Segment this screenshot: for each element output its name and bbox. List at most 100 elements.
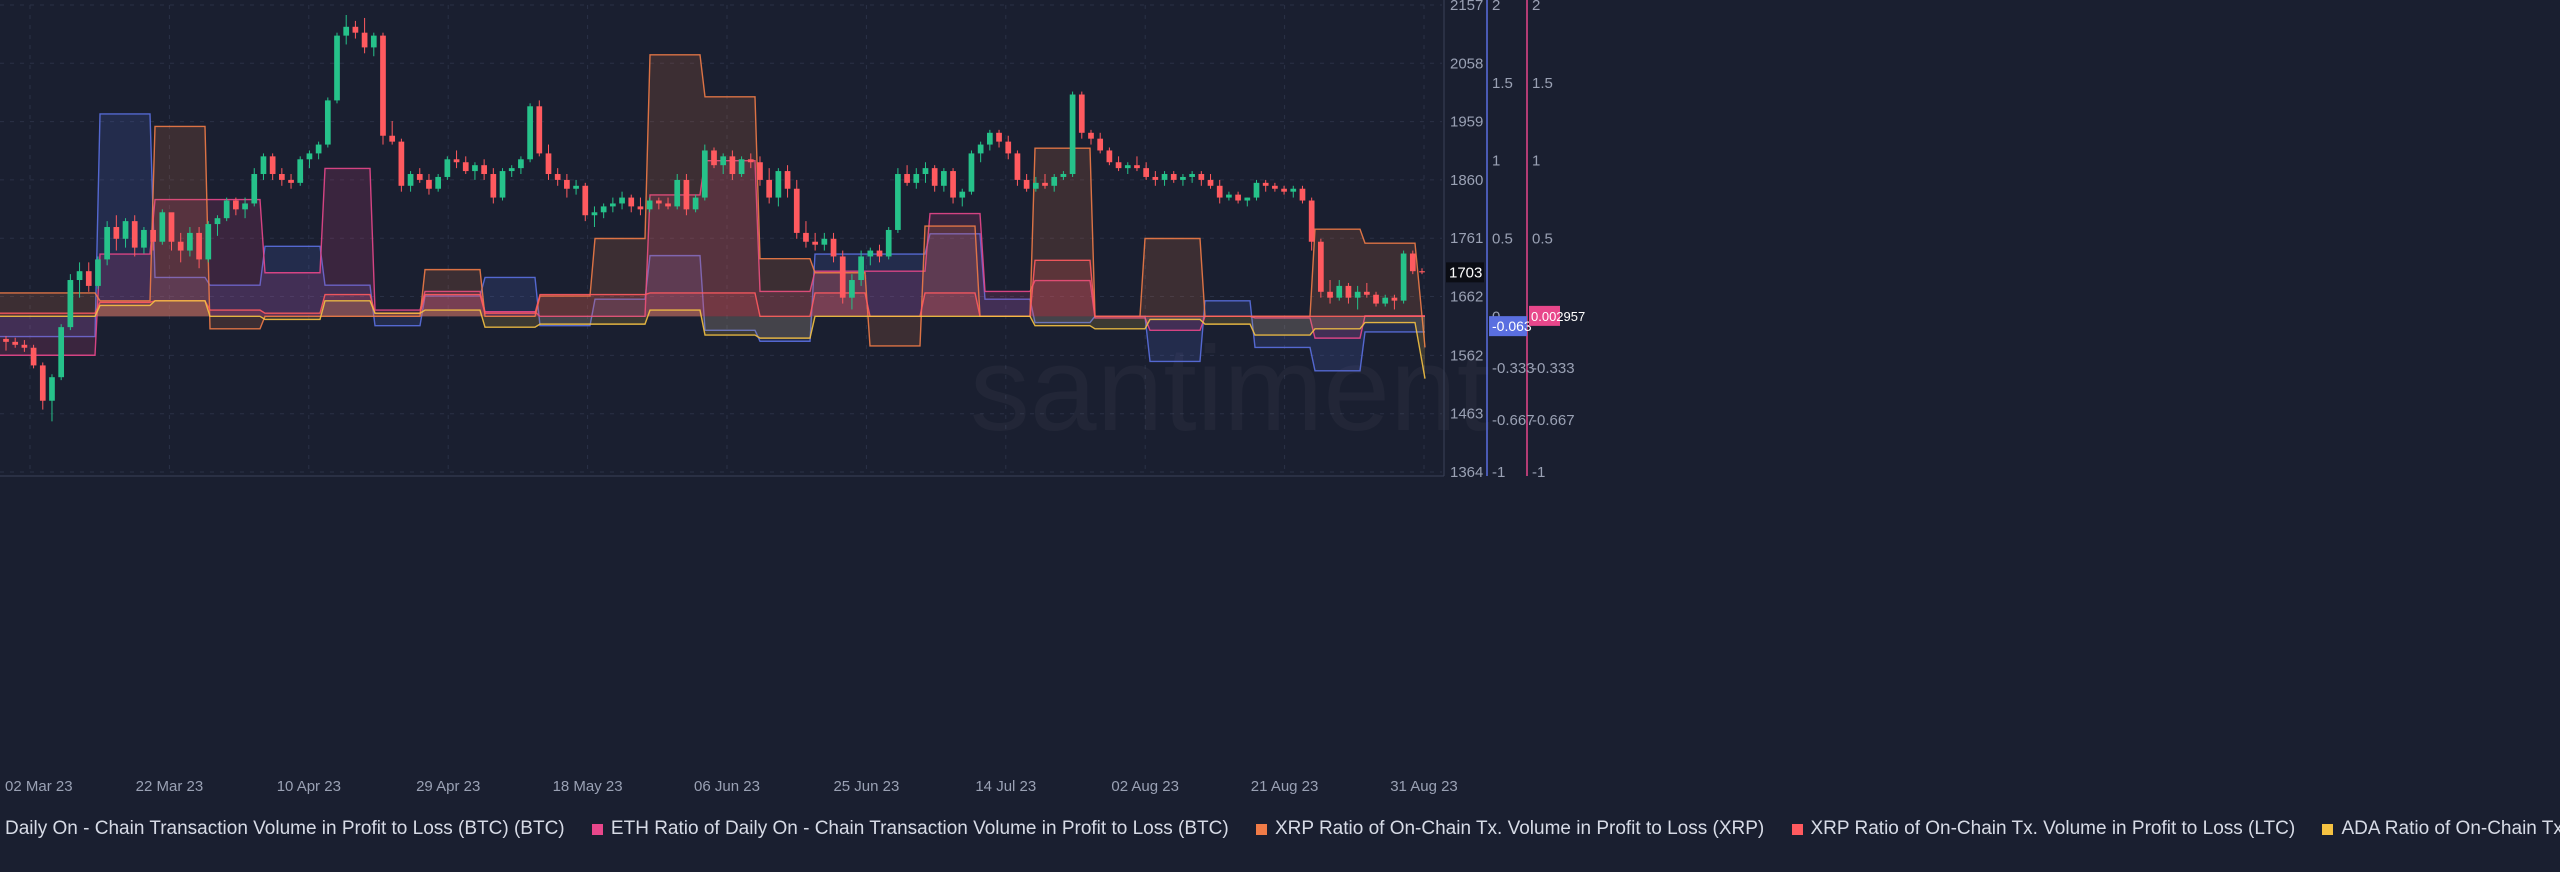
candle-body	[1078, 94, 1085, 133]
candle-body	[812, 241, 818, 245]
candle-body	[278, 174, 285, 180]
candle-body	[747, 159, 754, 163]
x-tick-label: 10 Apr 23	[277, 778, 341, 795]
series-area-0	[0, 113, 1425, 371]
legend-item-xrp[interactable]: XRP Ratio of On-Chain Tx. Volume in Prof…	[1255, 818, 1765, 840]
candle-body	[784, 171, 791, 189]
series-line-3	[0, 259, 1425, 318]
candle-body	[389, 135, 396, 142]
candle-body	[619, 197, 625, 204]
price-candles	[3, 15, 1425, 422]
gridlines	[0, 4, 1442, 473]
ratio-axis-1-current-badge	[1489, 316, 1527, 337]
candle-body	[85, 271, 92, 286]
candle-body	[858, 256, 864, 281]
candle-body	[343, 26, 350, 36]
price-tick-label: 1364	[1450, 464, 1483, 481]
candle-body	[3, 338, 9, 342]
candle-body	[600, 206, 607, 213]
x-tick-label: 22 Mar 23	[136, 778, 204, 795]
candle-body	[1032, 182, 1039, 189]
candle-body	[573, 185, 579, 189]
candle-body	[591, 212, 598, 216]
candle-body	[683, 179, 690, 210]
ratio-axis-2-current-label: 0.002957	[1531, 309, 1585, 324]
candle-body	[674, 179, 681, 207]
ratio-axis-2-tick-label: 1.5	[1532, 75, 1553, 92]
candle-body	[701, 150, 708, 198]
legend-swatch	[1255, 823, 1267, 835]
ratio-axis-2-tick-label: -1	[1532, 464, 1545, 481]
x-tick-label: 14 Jul 23	[975, 778, 1036, 795]
candle-body	[839, 256, 846, 298]
candle-body	[1262, 182, 1269, 186]
candle-body	[564, 179, 570, 189]
candle-body	[380, 35, 386, 136]
price-tick-label: 1562	[1450, 347, 1483, 364]
candle-body	[1318, 241, 1324, 292]
legend-item-ada[interactable]: ADA Ratio of On-Chain Tx. Volume in Prof…	[2322, 818, 2560, 840]
candle-body	[1134, 165, 1140, 169]
candle-body	[481, 165, 487, 175]
x-tick-label: 06 Jun 23	[694, 778, 760, 795]
candle-body	[1327, 291, 1333, 298]
candle-body	[793, 188, 800, 233]
candle-body	[21, 344, 28, 348]
candle-body	[1106, 150, 1113, 163]
series-line-2	[0, 54, 1426, 348]
candle-body	[637, 206, 644, 210]
candle-body	[1189, 174, 1195, 177]
candle-body	[150, 229, 156, 242]
candle-body	[720, 156, 727, 166]
candle-body	[1382, 297, 1389, 304]
candle-body	[242, 203, 248, 210]
legend-item-ltc[interactable]: XRP Ratio of On-Chain Tx. Volume in Prof…	[1791, 818, 2296, 840]
x-tick-label: 02 Aug 23	[1111, 778, 1179, 795]
candle-body	[1014, 153, 1021, 180]
candle-body	[1088, 132, 1094, 139]
legend-item-btc[interactable]: Daily On - Chain Transaction Volume in P…	[0, 818, 565, 840]
legend-label: XRP Ratio of On-Chain Tx. Volume in Prof…	[1274, 818, 1765, 839]
candle-body	[95, 259, 101, 286]
candle-body	[1069, 94, 1076, 175]
legend-item-eth[interactable]: ETH Ratio of Daily On - Chain Transactio…	[591, 818, 1229, 840]
ratio-axis-1-tick-label: 1	[1492, 153, 1500, 170]
candle-body	[518, 159, 524, 169]
candle-body	[122, 221, 129, 239]
candle-body	[306, 153, 313, 160]
candle-body	[821, 238, 828, 245]
candle-body	[508, 168, 515, 172]
candle-body	[950, 171, 956, 198]
x-tick-label: 21 Aug 23	[1251, 778, 1319, 795]
candle-body	[545, 153, 552, 175]
candle-body	[251, 174, 258, 204]
candle-body	[1354, 291, 1361, 298]
legend-label: XRP Ratio of On-Chain Tx. Volume in Prof…	[1810, 818, 2296, 839]
series-area-1	[0, 160, 1425, 356]
candle-body	[1345, 285, 1352, 298]
candle-body	[39, 365, 46, 401]
candle-body	[1170, 174, 1177, 180]
candle-body	[444, 159, 451, 177]
candle-body	[1373, 294, 1379, 304]
candle-body	[1226, 194, 1232, 198]
candle-body	[895, 174, 901, 230]
x-tick-label: 25 Jun 23	[833, 778, 899, 795]
candle-body	[1180, 176, 1186, 180]
candle-body	[113, 227, 120, 239]
candle-body	[30, 347, 37, 366]
series-area-2	[0, 54, 1425, 348]
candle-body	[398, 141, 405, 186]
candle-body	[223, 200, 230, 219]
candle-body	[67, 280, 74, 328]
legend: Daily On - Chain Transaction Volume in P…	[0, 818, 2560, 852]
candle-body	[1409, 253, 1416, 272]
price-tick-label: 1860	[1450, 172, 1483, 189]
ratio-series-areas	[0, 54, 1426, 379]
candle-body	[1060, 174, 1067, 177]
candle-body	[1281, 188, 1287, 192]
ratio-axis-2-tick-label: -0.667	[1532, 412, 1575, 429]
candle-body	[435, 176, 442, 189]
candle-body	[1419, 271, 1425, 273]
